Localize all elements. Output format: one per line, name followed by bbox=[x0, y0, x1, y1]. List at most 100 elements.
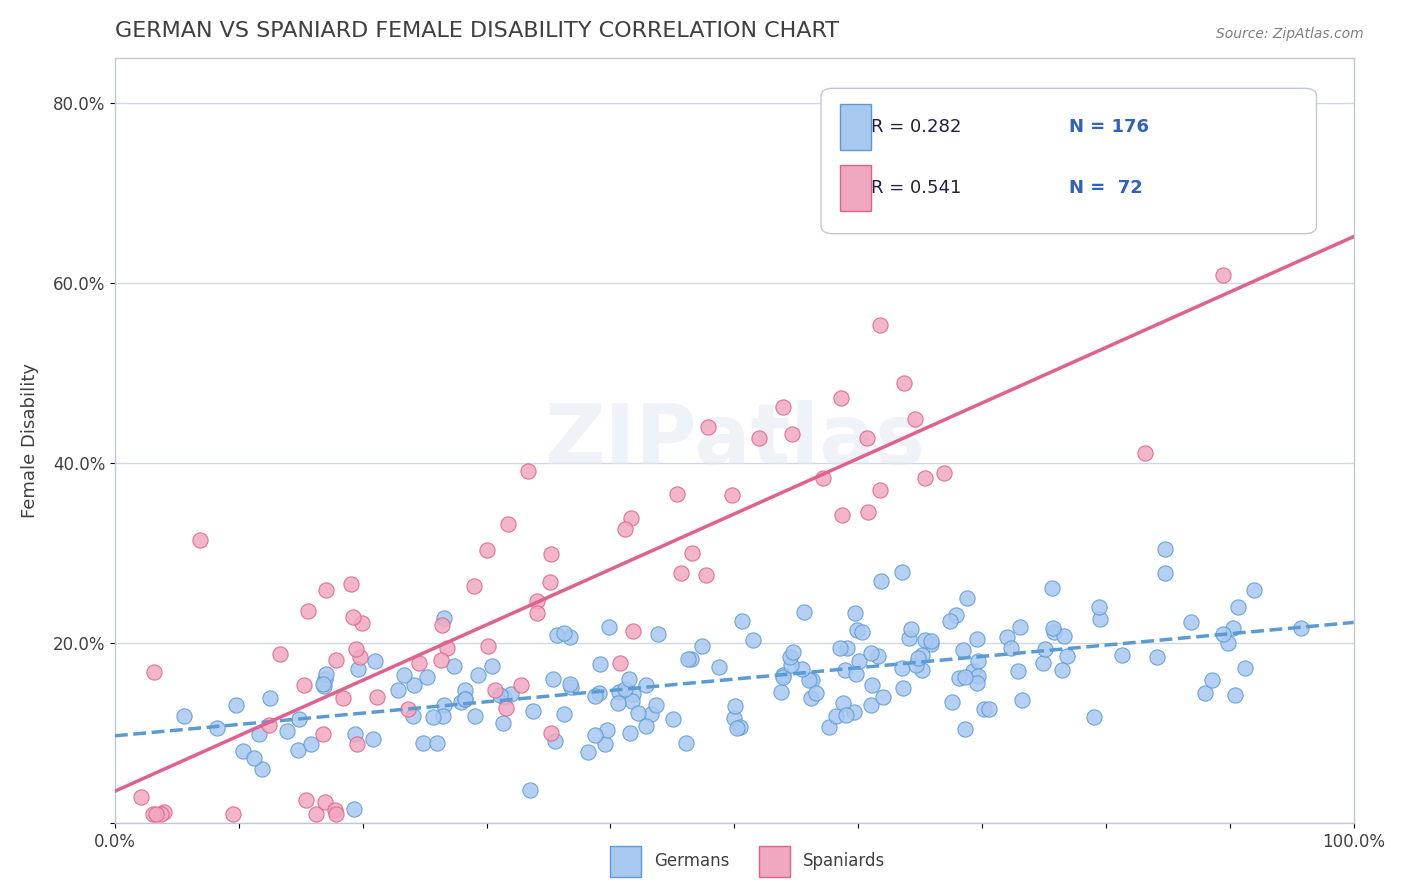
Point bbox=[866, 648, 889, 663]
Point bbox=[315, 667, 337, 681]
Point bbox=[477, 639, 499, 653]
Point bbox=[340, 576, 363, 591]
Point bbox=[259, 690, 281, 705]
Text: GERMAN VS SPANIARD FEMALE DISABILITY CORRELATION CHART: GERMAN VS SPANIARD FEMALE DISABILITY COR… bbox=[115, 21, 839, 41]
Point bbox=[432, 709, 454, 723]
Point bbox=[426, 735, 449, 749]
Point bbox=[443, 659, 465, 673]
Point bbox=[725, 721, 748, 735]
Point bbox=[526, 594, 548, 608]
Point bbox=[905, 658, 928, 673]
Point bbox=[891, 681, 914, 695]
Point bbox=[325, 653, 347, 667]
Point bbox=[995, 630, 1018, 644]
Point bbox=[920, 634, 942, 648]
Point bbox=[966, 632, 988, 647]
Point bbox=[835, 707, 858, 722]
Text: N =  72: N = 72 bbox=[1069, 178, 1143, 197]
Point bbox=[856, 505, 879, 519]
Point bbox=[723, 711, 745, 725]
Point bbox=[782, 645, 804, 659]
Point bbox=[1043, 625, 1066, 640]
Point bbox=[966, 676, 988, 690]
Point bbox=[583, 728, 606, 742]
Point bbox=[540, 726, 562, 740]
Point bbox=[396, 702, 419, 716]
Point bbox=[891, 660, 914, 674]
Point bbox=[1007, 664, 1029, 678]
Point bbox=[344, 727, 367, 741]
Point bbox=[510, 678, 533, 692]
Point bbox=[463, 579, 485, 593]
Point bbox=[560, 680, 582, 694]
Point bbox=[540, 548, 562, 562]
Point bbox=[243, 751, 266, 765]
Point bbox=[828, 641, 851, 656]
Point bbox=[346, 737, 368, 751]
Point bbox=[869, 318, 891, 332]
Point bbox=[1218, 636, 1240, 650]
Point bbox=[145, 807, 167, 822]
Point bbox=[640, 707, 662, 722]
Point bbox=[481, 659, 503, 673]
Point bbox=[679, 652, 702, 666]
Point bbox=[247, 727, 270, 741]
Point bbox=[1111, 648, 1133, 662]
Point bbox=[361, 731, 384, 746]
Point bbox=[748, 431, 770, 445]
Point bbox=[830, 392, 852, 406]
Point bbox=[804, 685, 827, 699]
Point bbox=[312, 679, 335, 693]
Point bbox=[627, 706, 650, 720]
Point bbox=[433, 698, 456, 712]
Point bbox=[772, 400, 794, 414]
Point bbox=[464, 709, 486, 723]
Point bbox=[492, 715, 515, 730]
FancyBboxPatch shape bbox=[821, 88, 1316, 234]
Point bbox=[770, 685, 793, 699]
Point bbox=[731, 614, 754, 628]
Point bbox=[690, 639, 713, 653]
Point bbox=[454, 682, 477, 697]
Point bbox=[347, 662, 370, 676]
Point bbox=[519, 783, 541, 797]
Text: Germans: Germans bbox=[654, 853, 730, 871]
Point bbox=[454, 691, 477, 706]
Point bbox=[860, 698, 883, 713]
Point bbox=[844, 706, 866, 720]
Point bbox=[454, 692, 477, 706]
Point bbox=[404, 678, 426, 692]
Point bbox=[436, 641, 458, 656]
Point bbox=[467, 668, 489, 682]
Point bbox=[346, 642, 368, 657]
Point bbox=[314, 673, 336, 687]
Point bbox=[501, 687, 523, 701]
Point bbox=[315, 582, 337, 597]
Point bbox=[848, 654, 870, 668]
Point bbox=[1032, 656, 1054, 670]
Point bbox=[1153, 566, 1175, 581]
Point bbox=[576, 745, 599, 759]
Point bbox=[1008, 620, 1031, 634]
Point bbox=[619, 726, 641, 740]
Point bbox=[860, 646, 883, 660]
Point bbox=[342, 610, 364, 624]
Point bbox=[671, 566, 693, 580]
Point bbox=[173, 708, 195, 723]
Point bbox=[1146, 650, 1168, 665]
Point bbox=[1223, 688, 1246, 702]
Point bbox=[907, 650, 929, 665]
Point bbox=[312, 677, 335, 691]
Point bbox=[304, 807, 326, 822]
Point bbox=[250, 762, 273, 776]
Point bbox=[392, 668, 415, 682]
Point bbox=[366, 690, 388, 705]
Point bbox=[606, 696, 628, 710]
Point bbox=[621, 687, 644, 701]
Point bbox=[780, 426, 803, 441]
Point bbox=[647, 626, 669, 640]
Point bbox=[553, 707, 575, 722]
Point bbox=[292, 678, 315, 692]
Point bbox=[856, 431, 879, 445]
Point bbox=[860, 678, 883, 692]
